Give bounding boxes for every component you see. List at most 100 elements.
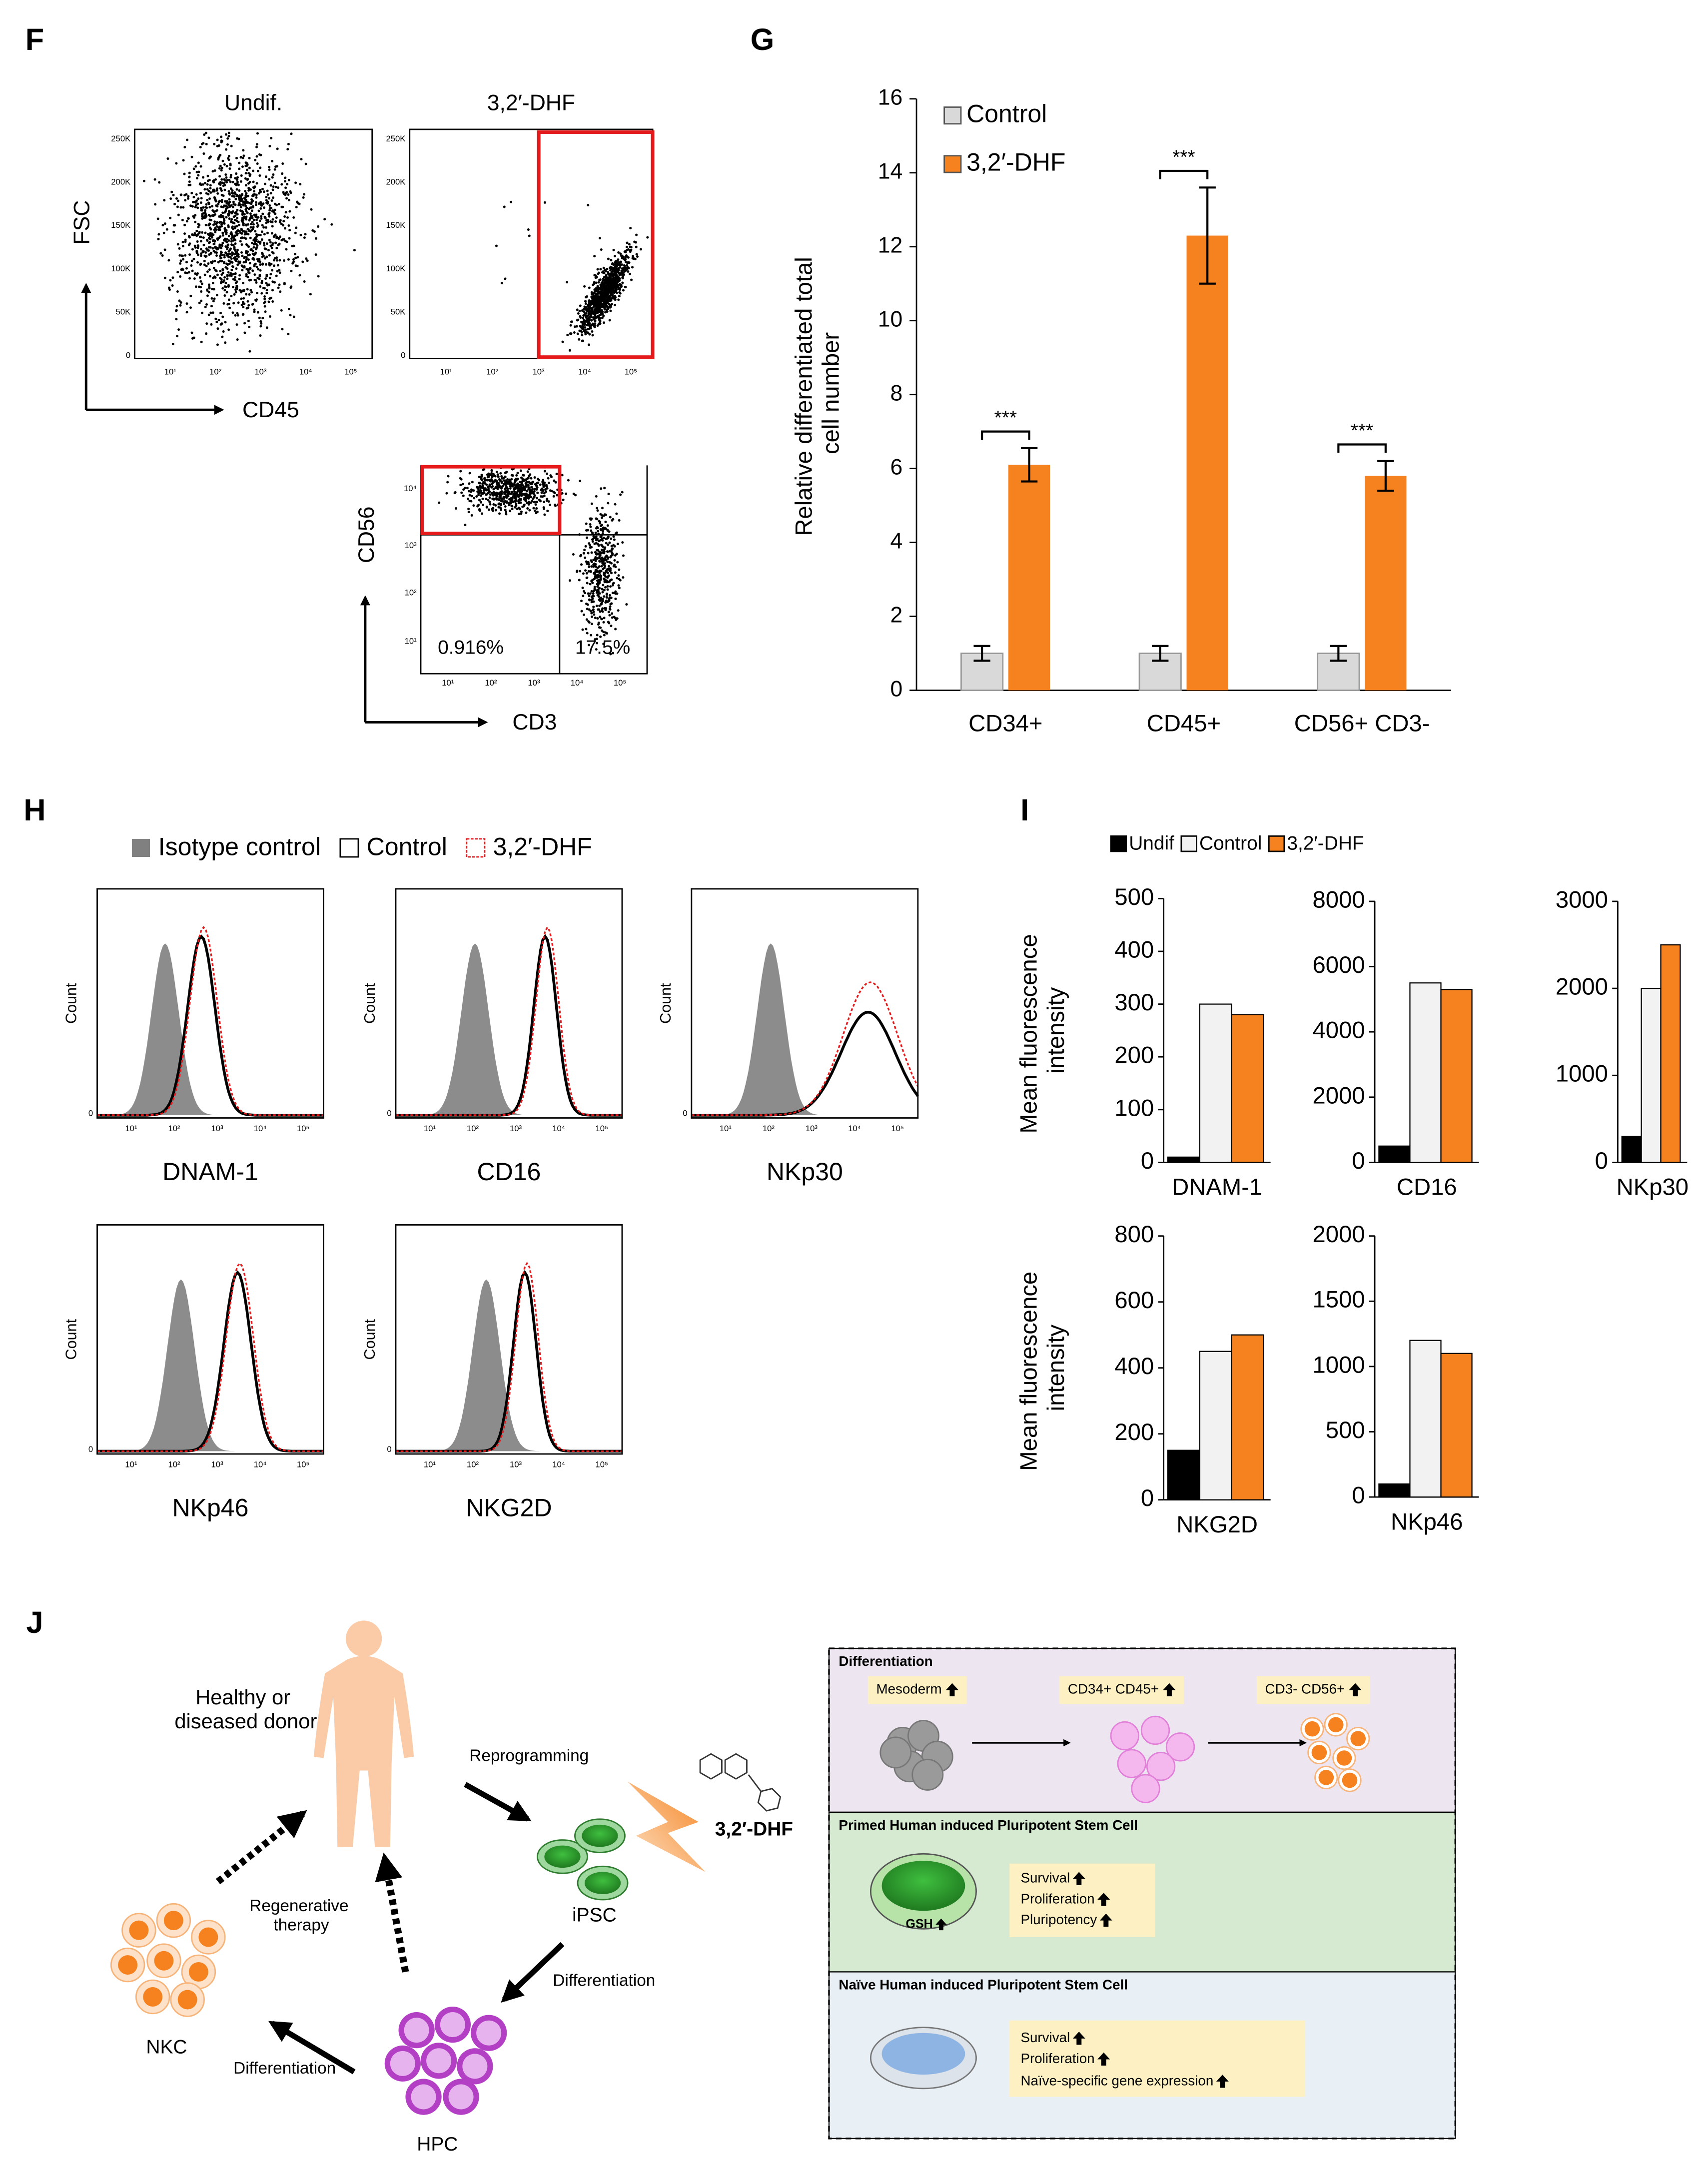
event-dot (153, 178, 156, 181)
quadrant-label: 17.5% (575, 637, 630, 658)
event-dot (213, 169, 216, 172)
x-tick-label: 10¹ (125, 1460, 137, 1469)
event-dot (504, 277, 507, 280)
event-dot (489, 493, 492, 496)
event-dot (513, 490, 516, 493)
event-dot (576, 332, 579, 335)
event-dot (601, 601, 604, 604)
event-dot (566, 281, 569, 284)
event-dot (578, 309, 581, 312)
event-dot (606, 537, 609, 540)
event-dot (621, 277, 624, 280)
event-dot (278, 242, 281, 245)
event-dot (588, 302, 591, 305)
event-dot (596, 590, 599, 593)
event-dot (572, 553, 575, 556)
event-dot (233, 253, 236, 256)
event-dot (597, 281, 600, 284)
event-dot (256, 162, 259, 165)
event-dot (226, 274, 229, 277)
event-dot (223, 204, 226, 207)
event-dot (224, 281, 227, 284)
axis-label: Count (63, 1319, 80, 1360)
y-tick-label: 250K (386, 134, 406, 143)
event-dot (240, 219, 243, 222)
legend-swatch (1110, 835, 1127, 852)
event-dot (234, 177, 237, 180)
annotation: *** (1351, 420, 1373, 442)
event-dot (492, 488, 495, 491)
event-dot (184, 271, 187, 274)
event-dot (587, 561, 590, 564)
event-dot (176, 271, 179, 274)
event-dot (606, 310, 609, 313)
event-dot (199, 263, 202, 266)
event-dot (601, 607, 604, 610)
arrow (268, 2021, 356, 2075)
y-tick-label: 0 (387, 1445, 391, 1454)
event-dot (294, 181, 297, 184)
event-dot (494, 494, 497, 497)
event-dot (620, 273, 623, 276)
event-dot (468, 482, 471, 485)
event-dot (600, 617, 603, 620)
y-tick-label: 800 (1114, 1221, 1154, 1248)
event-dot (222, 184, 225, 187)
event-dot (598, 555, 601, 558)
event-dot (223, 289, 226, 292)
event-dot (623, 268, 626, 271)
event-dot (609, 309, 612, 312)
event-dot (219, 277, 222, 280)
x-tick-label: CD45+ (1147, 711, 1221, 737)
event-dot (263, 287, 266, 290)
bar (1440, 1353, 1473, 1498)
event-dot (582, 572, 585, 575)
event-dot (207, 136, 210, 139)
event-dot (220, 244, 223, 247)
event-dot (478, 482, 481, 485)
event-dot (178, 254, 181, 257)
event-dot (609, 297, 612, 300)
event-dot (501, 485, 504, 488)
event-dot (510, 474, 513, 477)
event-dot (609, 281, 612, 284)
event-dot (253, 310, 256, 313)
event-dot (231, 181, 234, 184)
event-dot (220, 139, 223, 142)
event-dot (603, 589, 606, 592)
event-dot (236, 338, 239, 341)
x-tick-label: 10² (763, 1124, 775, 1133)
event-dot (609, 605, 612, 608)
panel-label: I (1020, 793, 1029, 827)
event-dot (588, 595, 591, 598)
event-dot (604, 521, 607, 524)
event-dot (635, 233, 638, 236)
event-dot (251, 216, 254, 219)
event-dot (201, 311, 204, 314)
hpc-cell (1146, 1752, 1176, 1781)
event-dot (157, 237, 160, 240)
event-dot (268, 315, 271, 318)
event-dot (214, 198, 217, 201)
event-dot (258, 274, 261, 277)
event-dot (276, 270, 279, 273)
event-dot (593, 309, 596, 312)
event-dot (176, 335, 179, 338)
label: Regenerative therapy (249, 1897, 353, 1934)
event-dot (290, 132, 293, 135)
event-dot (596, 526, 599, 529)
event-dot (532, 481, 535, 484)
event-dot (496, 487, 499, 490)
event-dot (243, 331, 246, 334)
event-dot (172, 230, 175, 233)
event-dot (535, 507, 538, 510)
event-dot (203, 254, 206, 257)
event-dot (236, 137, 239, 140)
event-dot (185, 220, 188, 223)
event-dot (197, 170, 200, 173)
event-dot (187, 217, 190, 220)
event-dot (268, 211, 271, 214)
event-dot (220, 223, 223, 226)
event-dot (244, 259, 247, 262)
event-dot (610, 555, 613, 558)
